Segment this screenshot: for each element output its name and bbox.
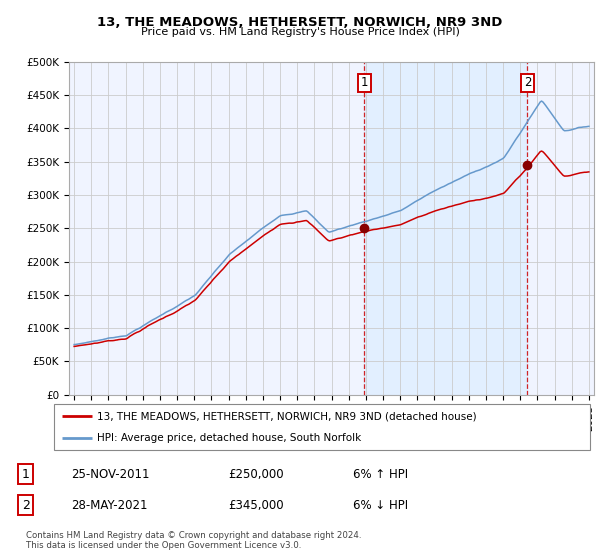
Text: £250,000: £250,000 — [229, 468, 284, 481]
Text: Price paid vs. HM Land Registry's House Price Index (HPI): Price paid vs. HM Land Registry's House … — [140, 27, 460, 38]
Text: 2: 2 — [22, 499, 29, 512]
Text: 13, THE MEADOWS, HETHERSETT, NORWICH, NR9 3ND: 13, THE MEADOWS, HETHERSETT, NORWICH, NR… — [97, 16, 503, 29]
Text: Contains HM Land Registry data © Crown copyright and database right 2024.
This d: Contains HM Land Registry data © Crown c… — [26, 531, 361, 550]
FancyBboxPatch shape — [54, 404, 590, 450]
Text: 2: 2 — [524, 76, 531, 90]
Text: 1: 1 — [22, 468, 29, 481]
Bar — [364, 62, 527, 395]
Text: 13, THE MEADOWS, HETHERSETT, NORWICH, NR9 3ND (detached house): 13, THE MEADOWS, HETHERSETT, NORWICH, NR… — [97, 411, 477, 421]
Text: 1: 1 — [361, 76, 368, 90]
Text: 25-NOV-2011: 25-NOV-2011 — [71, 468, 150, 481]
Text: 6% ↑ HPI: 6% ↑ HPI — [353, 468, 409, 481]
Text: 28-MAY-2021: 28-MAY-2021 — [71, 499, 148, 512]
Text: 6% ↓ HPI: 6% ↓ HPI — [353, 499, 409, 512]
Text: HPI: Average price, detached house, South Norfolk: HPI: Average price, detached house, Sout… — [97, 433, 361, 443]
Text: £345,000: £345,000 — [229, 499, 284, 512]
